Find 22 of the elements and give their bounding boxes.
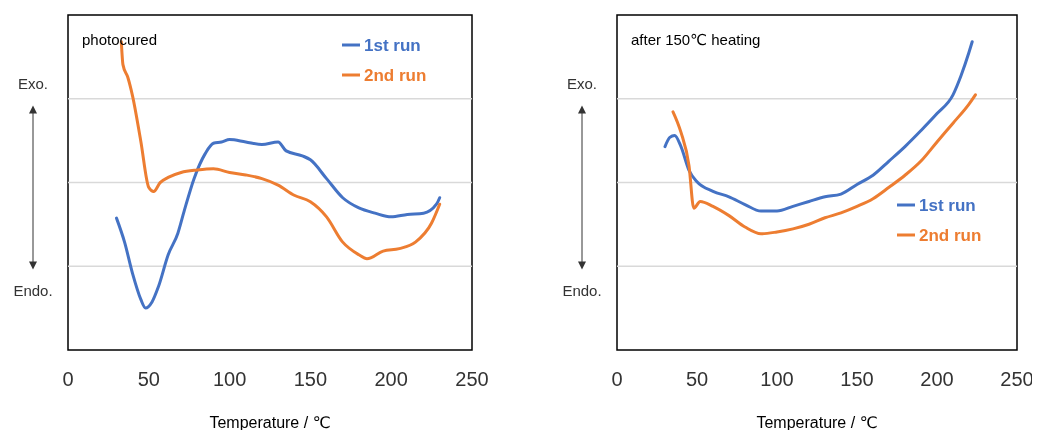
x-tick-label: 0 bbox=[611, 368, 623, 390]
x-tick-label: 100 bbox=[212, 368, 247, 390]
x-tick-label: 200 bbox=[920, 368, 954, 390]
x-tick-label: 250 bbox=[455, 368, 489, 390]
legend-label: 2nd run bbox=[919, 226, 982, 245]
text: Endo. bbox=[562, 281, 602, 299]
text: Endo. bbox=[13, 281, 53, 299]
legend-label: 2nd run bbox=[364, 66, 427, 85]
x-tick-label: 150 bbox=[840, 368, 874, 390]
chart-title: photocured bbox=[82, 31, 158, 48]
legend-label: 1st run bbox=[364, 36, 421, 55]
x-tick-label: 50 bbox=[685, 368, 709, 390]
x-tick-label: 250 bbox=[1000, 368, 1034, 390]
text: Exo. bbox=[17, 75, 49, 93]
legend-label: 1st run bbox=[919, 196, 976, 215]
x-tick-label: 200 bbox=[374, 368, 408, 390]
x-tick-label: 50 bbox=[137, 368, 160, 390]
text: Exo. bbox=[566, 75, 598, 93]
x-tick-label: 0 bbox=[62, 368, 74, 390]
x-tick-label: 100 bbox=[760, 368, 794, 390]
x-tick-label: 150 bbox=[293, 368, 328, 390]
chart-title: after 150℃ heating bbox=[631, 31, 761, 48]
